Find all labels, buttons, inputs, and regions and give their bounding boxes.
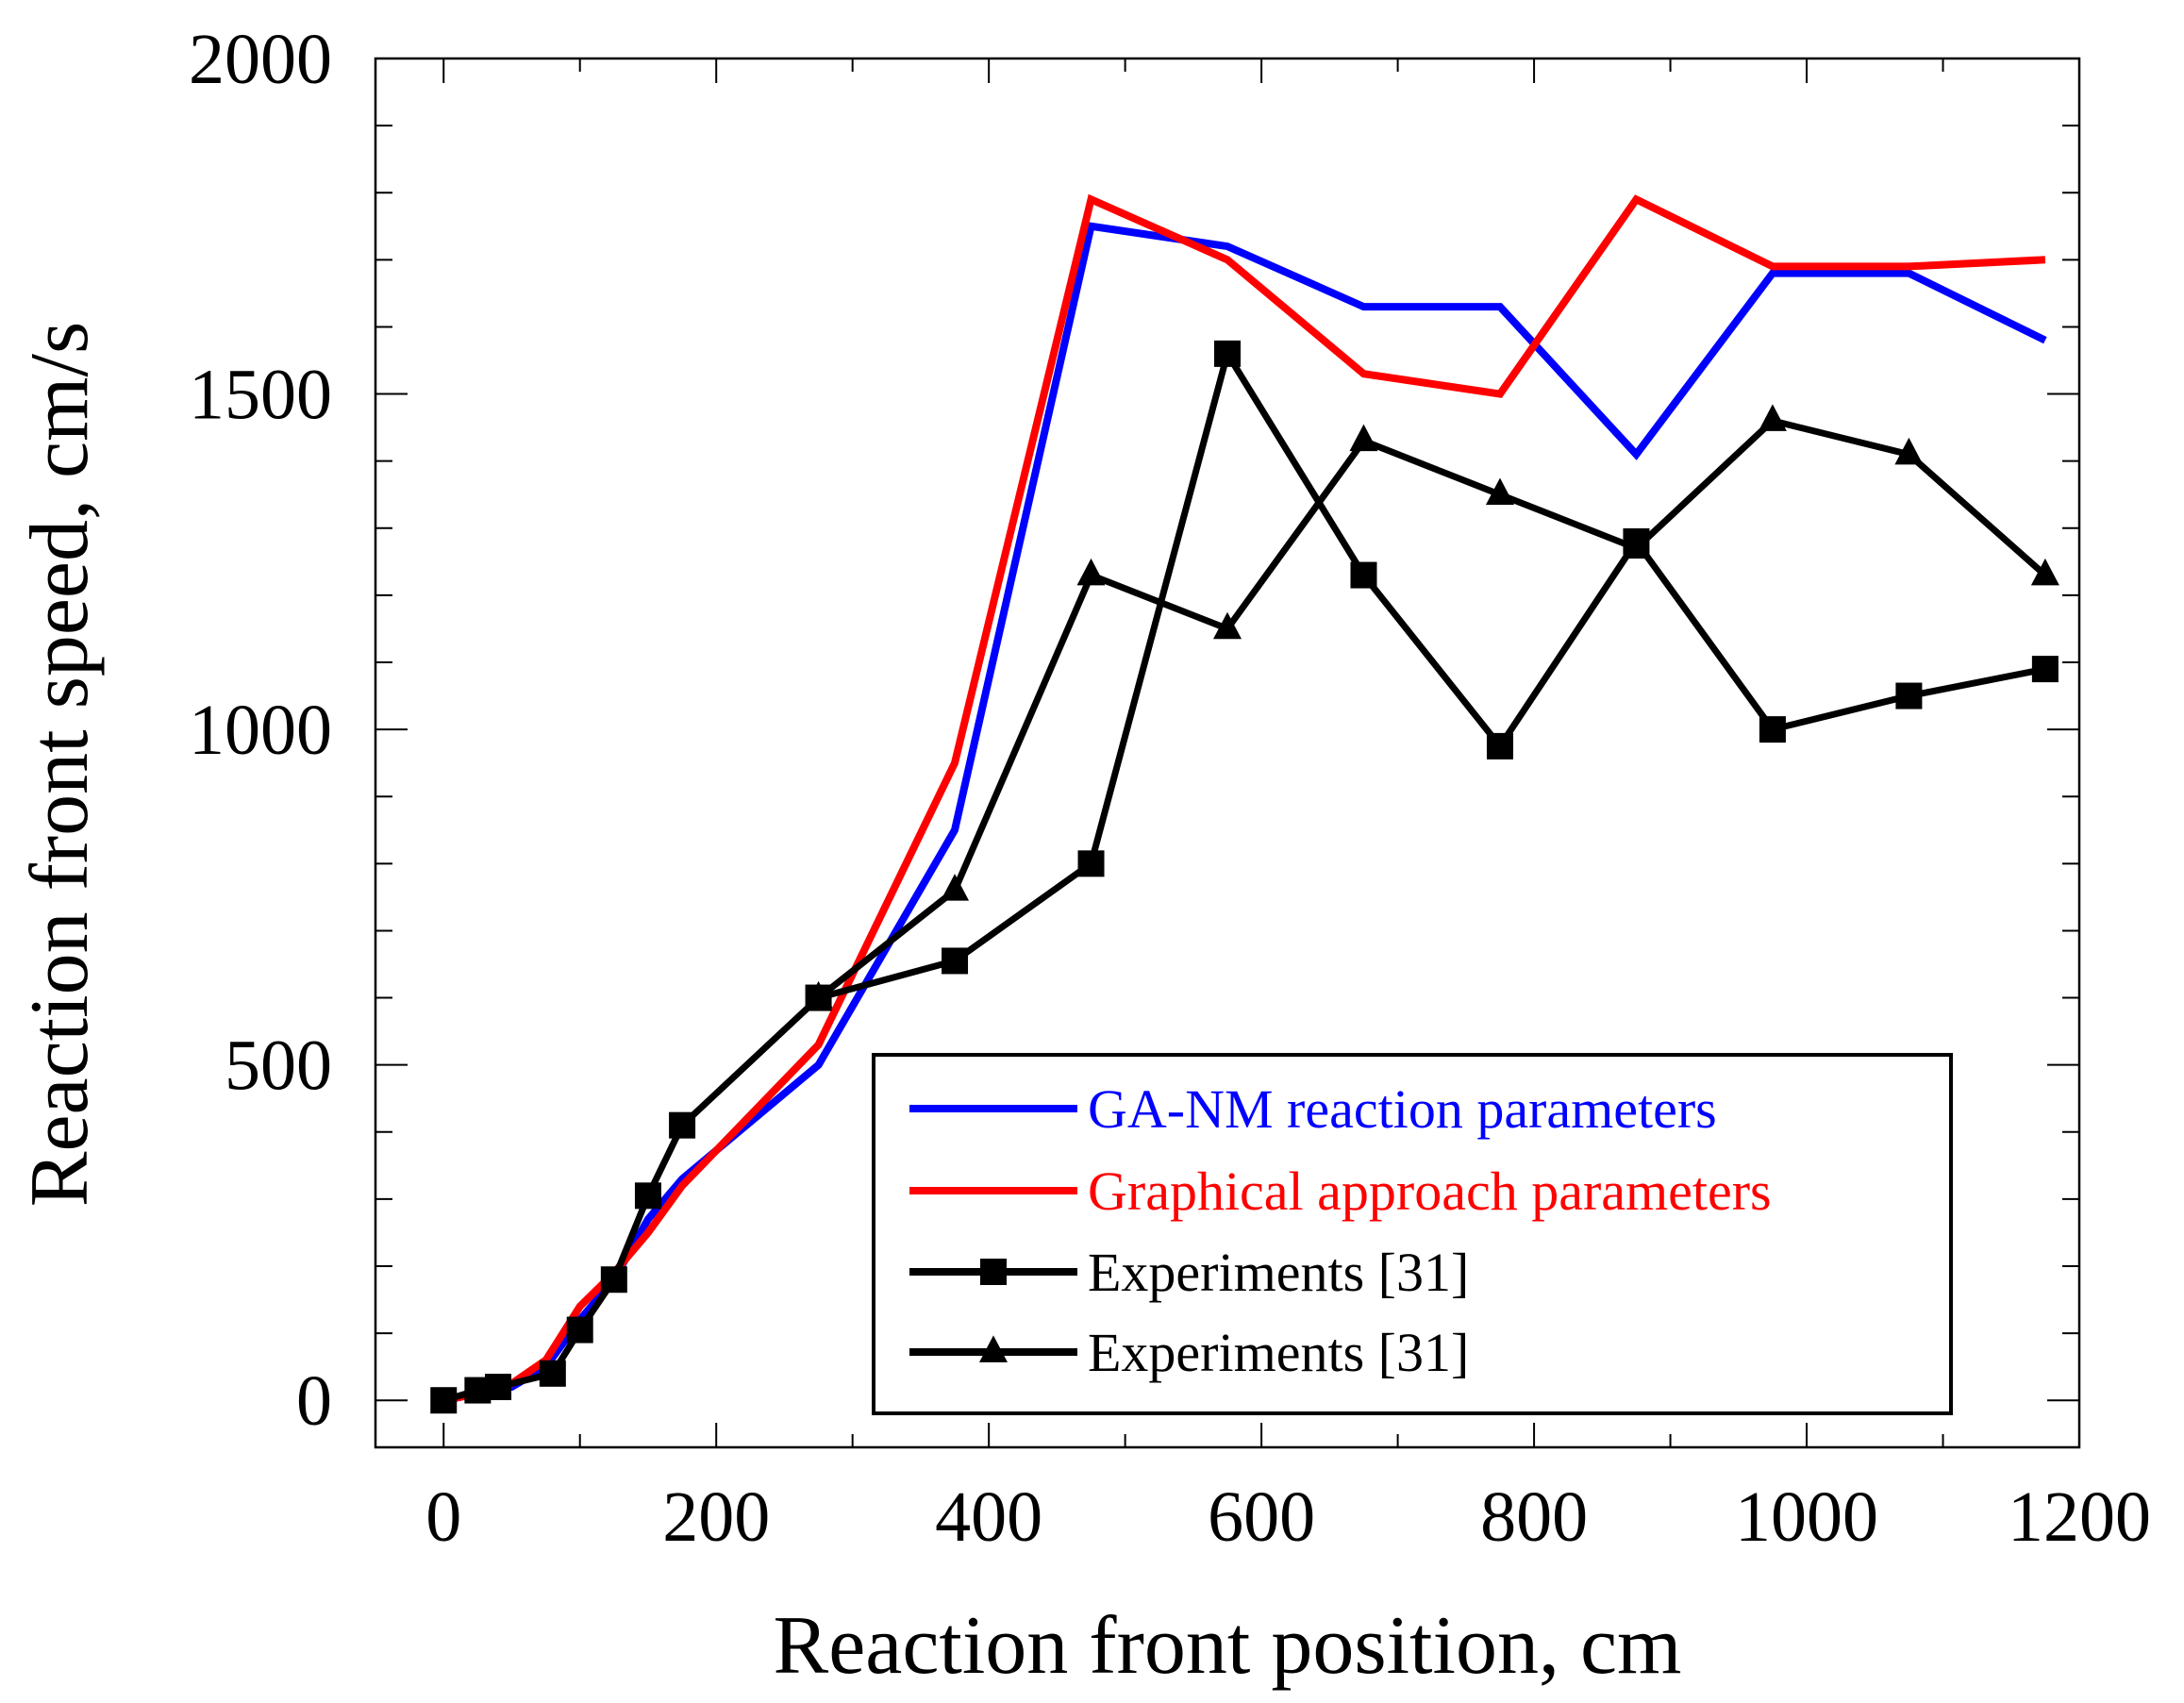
- data-point-square: [1350, 561, 1377, 589]
- x-tick-label: 1200: [2008, 1478, 2151, 1557]
- data-point-square: [1077, 850, 1105, 877]
- legend-label: Graphical approach parameters: [1088, 1160, 1772, 1222]
- x-tick-label: 600: [1208, 1478, 1315, 1557]
- x-tick-label: 200: [662, 1478, 770, 1557]
- legend-entry: Experiments [31]: [909, 1242, 1469, 1303]
- legend-label: Experiments [31]: [1088, 1322, 1469, 1383]
- series-layer: [430, 193, 2059, 1414]
- legend-entry: Experiments [31]: [909, 1322, 1469, 1383]
- data-point-triangle: [1622, 531, 1651, 559]
- y-tick-label: 0: [296, 1361, 332, 1441]
- data-point-triangle: [1758, 404, 1787, 431]
- data-point-square: [600, 1266, 627, 1294]
- legend-entry: Graphical approach parameters: [909, 1160, 1772, 1222]
- data-point-square: [485, 1374, 512, 1400]
- legend-swatch-triangle: [979, 1335, 1008, 1362]
- data-point-square: [1214, 340, 1241, 367]
- legend: GA-NM reaction parameters Graphical appro…: [872, 1053, 1953, 1415]
- legend-entries: GA-NM reaction parameters Graphical appro…: [909, 1078, 1772, 1383]
- y-tick-label: 1000: [189, 691, 332, 770]
- y-tick-label: 500: [225, 1027, 332, 1106]
- data-point-triangle: [1213, 611, 1242, 640]
- y-tick-label: 2000: [189, 20, 332, 99]
- series-3: [430, 340, 2059, 1414]
- legend-swatch-square: [980, 1259, 1007, 1285]
- data-point-square: [2031, 656, 2059, 683]
- data-point-square: [566, 1316, 593, 1344]
- y-tick-labels: 0 500 1000 1500 2000: [189, 20, 332, 1441]
- data-point-triangle: [1076, 558, 1106, 586]
- data-point-square: [669, 1111, 696, 1139]
- data-point-triangle: [2030, 558, 2059, 586]
- data-point-triangle: [941, 874, 970, 901]
- x-tick-label: 1000: [1735, 1478, 1878, 1557]
- data-point-triangle: [1349, 424, 1378, 452]
- x-tick-label: 800: [1480, 1478, 1588, 1557]
- x-tick-labels: 0 200 400 600 800 1000 1200: [425, 1478, 2151, 1557]
- data-point-square: [942, 947, 969, 975]
- y-axis-title: Reaction front speed, cm/s: [14, 322, 106, 1207]
- data-point-triangle: [1485, 477, 1514, 506]
- x-tick-label: 400: [935, 1478, 1042, 1557]
- x-axis-title: Reaction front position, cm: [774, 1600, 1682, 1692]
- data-point-square: [1486, 732, 1513, 760]
- plot-frame: [374, 57, 2081, 1449]
- legend-label: GA-NM reaction parameters: [1088, 1078, 1717, 1140]
- data-point-square: [539, 1360, 566, 1387]
- tick-marks: [375, 58, 2080, 1447]
- series-line: [816, 417, 2048, 1001]
- y-tick-label: 1500: [189, 356, 332, 435]
- data-point-square: [1759, 716, 1786, 743]
- data-point-square: [634, 1182, 661, 1210]
- legend-label: Experiments [31]: [1088, 1242, 1469, 1303]
- series-4: [804, 404, 2059, 1009]
- data-point-square: [1895, 682, 1923, 710]
- x-tick-label: 0: [425, 1478, 461, 1557]
- data-point-triangle: [1894, 437, 1924, 465]
- data-point-square: [430, 1387, 458, 1414]
- legend-entry: GA-NM reaction parameters: [909, 1078, 1717, 1140]
- data-point-triangle: [804, 980, 833, 1009]
